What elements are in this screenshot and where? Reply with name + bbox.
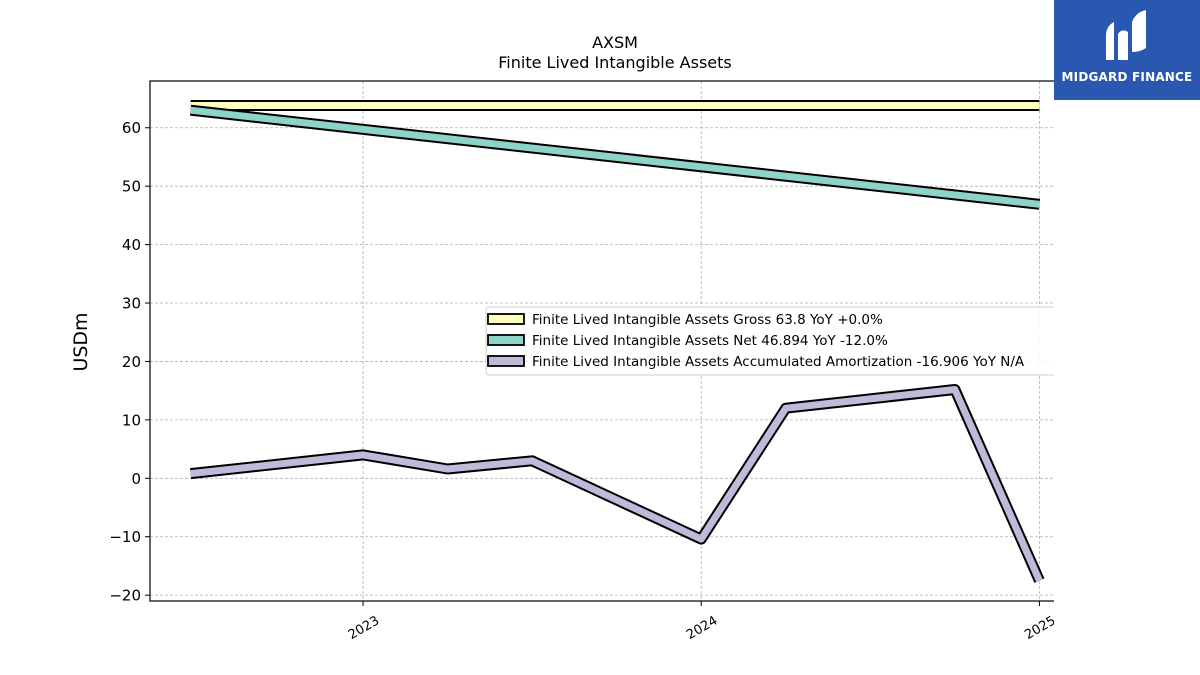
chart: −20 −10 0 10 20 30 40 50 60 2023 2024 2025 AXSM Fin… [70, 33, 1054, 643]
legend: Finite Lived Intangible Assets Gross 63.… [485, 306, 1054, 376]
legend-swatch [487, 334, 525, 346]
y-tick-label: −20 [109, 587, 141, 605]
y-tick-label: 10 [122, 411, 141, 429]
x-tick-label: 2024 [684, 613, 720, 643]
legend-label: Finite Lived Intangible Assets Accumulat… [532, 354, 1025, 370]
chart-title: AXSM [592, 33, 638, 52]
axes: −20 −10 0 10 20 30 40 50 60 2023 2024 2025 [109, 119, 1054, 643]
legend-swatch [487, 313, 525, 325]
series-layer [189, 100, 1045, 583]
y-tick-label: −10 [109, 528, 141, 546]
x-tick-label: 2025 [1022, 613, 1054, 643]
y-axis-label: USDm [70, 312, 92, 371]
logo-text: MIDGARD FINANCE [1061, 70, 1193, 84]
y-tick-label: 40 [122, 236, 141, 254]
logo-mark-icon [1106, 10, 1146, 60]
x-tick-label: 2023 [346, 613, 382, 643]
y-tick-label: 50 [122, 178, 141, 196]
logo: MIDGARD FINANCE [1054, 0, 1200, 100]
plot-frame [149, 80, 1054, 602]
chart-subtitle: Finite Lived Intangible Assets [498, 53, 731, 72]
y-tick-label: 60 [122, 119, 141, 137]
y-tick-label: 0 [131, 470, 141, 488]
legend-swatch [487, 355, 525, 367]
legend-box [485, 306, 1054, 376]
y-tick-label: 20 [122, 353, 141, 371]
legend-label: Finite Lived Intangible Assets Net 46.89… [532, 333, 888, 349]
series-outline-2 [190, 384, 1045, 583]
series-line-2 [190, 386, 1043, 583]
y-tick-label: 30 [122, 295, 141, 313]
legend-label: Finite Lived Intangible Assets Gross 63.… [532, 312, 883, 328]
series-line-1 [190, 106, 1040, 208]
